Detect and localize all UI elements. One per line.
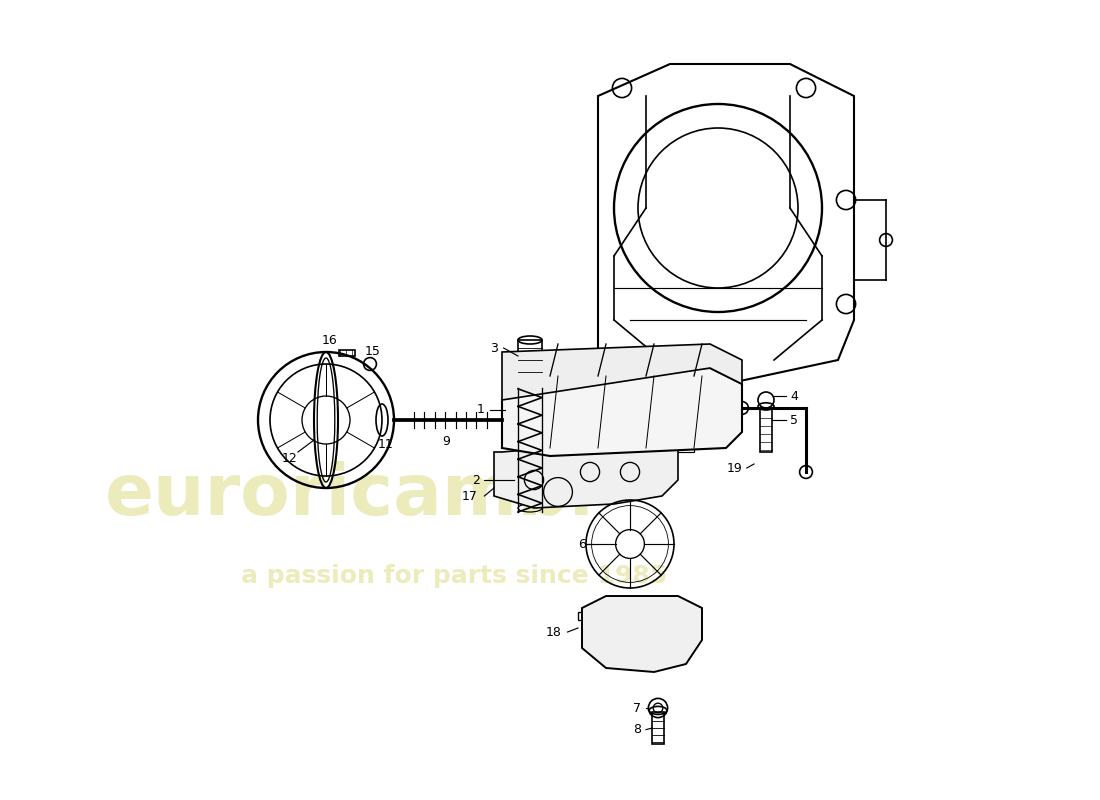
- Text: a passion for parts since 1985: a passion for parts since 1985: [241, 564, 667, 588]
- Bar: [630, 440, 694, 452]
- Text: 16: 16: [322, 334, 338, 346]
- Text: 2: 2: [472, 474, 480, 486]
- Text: 11: 11: [378, 438, 394, 451]
- Text: 7: 7: [634, 702, 641, 714]
- Text: 12: 12: [282, 452, 298, 465]
- Text: euroricambi: euroricambi: [106, 462, 595, 530]
- Bar: [578, 612, 590, 620]
- Text: 5: 5: [790, 414, 798, 426]
- Text: 8: 8: [634, 723, 641, 736]
- Polygon shape: [494, 444, 678, 508]
- Polygon shape: [502, 368, 742, 456]
- Text: 3: 3: [491, 342, 498, 354]
- Text: 19: 19: [726, 462, 742, 474]
- Circle shape: [634, 631, 642, 641]
- Text: 15: 15: [364, 346, 381, 358]
- Text: 6: 6: [579, 538, 586, 550]
- Text: 4: 4: [790, 390, 798, 402]
- Bar: [339, 350, 355, 356]
- Polygon shape: [582, 596, 702, 672]
- Text: 1: 1: [476, 403, 484, 416]
- Bar: [760, 408, 771, 452]
- Text: 18: 18: [546, 626, 562, 638]
- Bar: [652, 712, 663, 744]
- Bar: [534, 440, 598, 452]
- Polygon shape: [502, 344, 742, 400]
- Bar: [518, 340, 542, 384]
- Text: 17: 17: [462, 490, 478, 502]
- Text: 9: 9: [442, 435, 450, 448]
